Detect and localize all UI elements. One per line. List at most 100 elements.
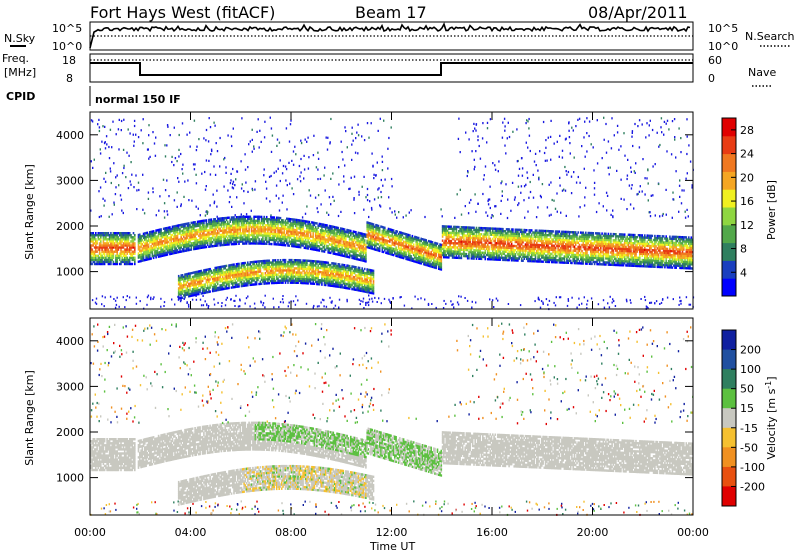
- power-cell: [204, 229, 206, 232]
- power-cell: [127, 234, 130, 237]
- power-cell: [179, 276, 181, 279]
- power-cell: [278, 279, 280, 282]
- power-cell: [293, 239, 296, 242]
- power-cell: [232, 228, 234, 231]
- power-cell: [415, 246, 417, 249]
- power-cell: [102, 262, 105, 266]
- power-cell: [302, 221, 304, 225]
- power-cell: [392, 247, 395, 251]
- power-cell: [407, 233, 410, 237]
- power-cell: [353, 245, 356, 248]
- power-cell: [279, 261, 282, 264]
- power-cell: [319, 262, 322, 266]
- power-cell: [272, 269, 274, 272]
- power-cell: [199, 238, 201, 241]
- power-cell: [287, 230, 289, 233]
- power-cell: [165, 247, 167, 250]
- power-cell: [215, 278, 218, 282]
- power-cell: [375, 248, 377, 251]
- power-cell: [279, 235, 282, 238]
- power-cell: [278, 265, 280, 268]
- power-cell: [317, 236, 319, 240]
- power-cell: [203, 242, 205, 245]
- power-cell: [195, 274, 198, 278]
- power-cell: [335, 240, 337, 243]
- power-cell: [280, 265, 283, 268]
- power-cell: [180, 292, 182, 296]
- power-cell: [332, 242, 335, 245]
- power-cell: [458, 242, 460, 245]
- power-cell: [205, 223, 208, 226]
- power-cell: [406, 237, 409, 240]
- power-cell: [216, 268, 219, 271]
- power-cell: [312, 239, 314, 243]
- power-cell: [277, 279, 279, 282]
- power-cell: [196, 245, 199, 248]
- power-cell: [370, 277, 372, 280]
- power-cell: [445, 235, 448, 238]
- power-cell: [333, 264, 336, 267]
- power-cell: [298, 219, 301, 222]
- power-cell: [399, 243, 401, 246]
- power-cell: [257, 260, 259, 263]
- power-cell: [190, 294, 193, 297]
- power-cell: [204, 273, 206, 276]
- power-cell: [350, 271, 352, 274]
- power-cell: [439, 259, 441, 263]
- power-cell: [204, 289, 206, 292]
- power-cell: [259, 215, 262, 219]
- power-cell: [203, 221, 205, 224]
- power-cell: [419, 249, 421, 252]
- power-cell: [450, 252, 453, 255]
- power-cell: [443, 241, 445, 244]
- power-cell: [370, 273, 372, 276]
- power-cell: [228, 266, 230, 269]
- power-cell: [440, 266, 443, 269]
- power-cell: [193, 229, 195, 232]
- power-cell: [350, 250, 352, 253]
- power-cell: [253, 234, 255, 237]
- power-cell: [299, 223, 302, 226]
- power-cell: [200, 284, 203, 287]
- power-cell: [208, 218, 210, 222]
- power-cell: [130, 254, 132, 257]
- power-cell: [181, 244, 184, 247]
- power-cell: [352, 275, 355, 279]
- power-cell: [141, 234, 144, 238]
- power-cell: [350, 229, 352, 233]
- power-cell: [190, 225, 193, 229]
- power-cell: [431, 249, 434, 252]
- power-cell: [420, 247, 422, 251]
- power-cell: [188, 248, 190, 252]
- power-cell: [228, 282, 230, 286]
- power-cell: [272, 271, 274, 274]
- power-cell: [317, 230, 319, 233]
- power-cell: [126, 232, 128, 235]
- power-cell: [180, 288, 182, 291]
- power-cell: [304, 271, 307, 275]
- power-cell: [269, 222, 272, 225]
- power-cell: [267, 224, 269, 227]
- power-cell: [112, 232, 115, 235]
- power-cell: [454, 252, 456, 255]
- power-cell: [196, 247, 199, 250]
- power-cell: [411, 247, 414, 250]
- power-cell: [240, 226, 243, 229]
- power-cell: [347, 249, 350, 253]
- power-cell: [409, 242, 411, 245]
- power-cell: [186, 245, 189, 248]
- power-cell: [169, 238, 171, 241]
- power-cell: [416, 257, 419, 260]
- power-cell: [381, 246, 384, 249]
- power-cell: [238, 283, 240, 286]
- power-cell: [417, 247, 420, 250]
- power-cell: [130, 256, 132, 259]
- power-cell: [358, 283, 361, 286]
- power-cell: [245, 263, 248, 267]
- power-cell: [308, 237, 311, 240]
- power-cell: [389, 248, 391, 251]
- power-cell: [125, 248, 127, 251]
- power-cell: [258, 264, 260, 267]
- power-cell: [328, 249, 331, 252]
- power-cell: [314, 268, 317, 271]
